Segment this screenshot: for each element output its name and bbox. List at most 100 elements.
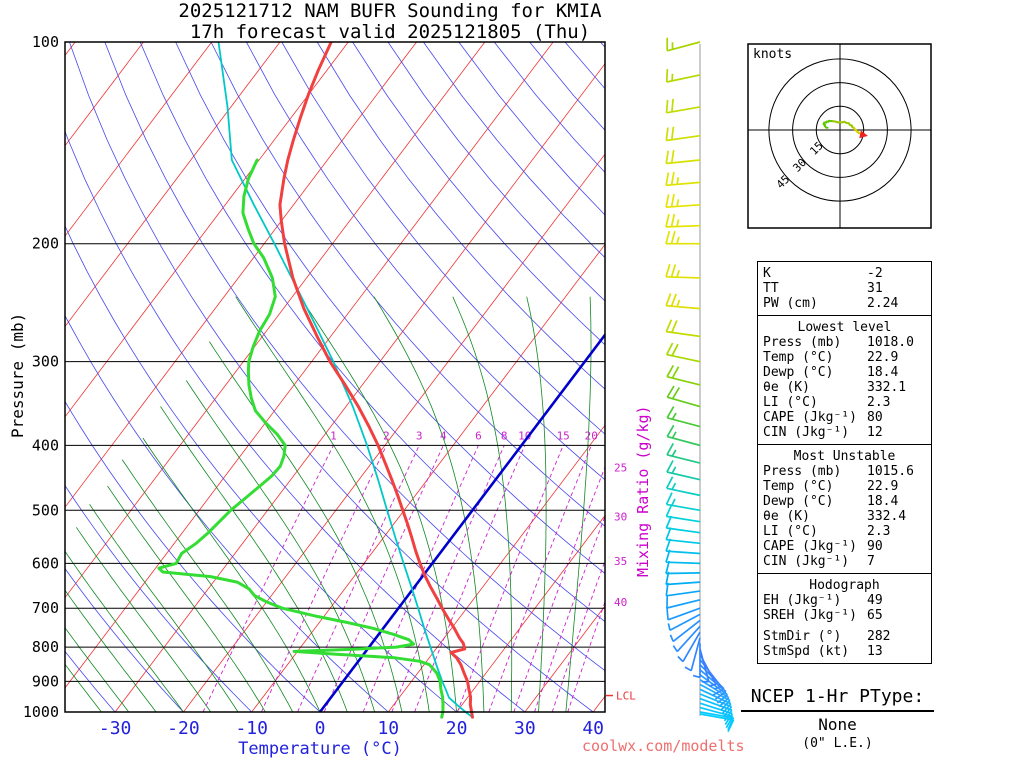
stat-value: 2.3 <box>867 524 891 539</box>
svg-text:8: 8 <box>501 429 508 442</box>
stat-label: StmDir (°) <box>763 629 842 644</box>
stat-row: TT 31 <box>763 281 926 296</box>
stat-row: LI (°C) 2.3 <box>763 395 926 410</box>
pressure-tick-label: 200 <box>32 235 59 253</box>
stat-row: Press (mb) 1015.6 <box>763 464 926 479</box>
stat-row: CIN (Jkg⁻¹) 7 <box>763 554 926 569</box>
svg-text:40: 40 <box>614 596 627 609</box>
stat-label: θe (K) <box>763 509 810 524</box>
stat-label: CIN (Jkg⁻¹) <box>763 554 850 569</box>
stat-row: SREH (Jkg⁻¹) 65 <box>763 608 926 623</box>
stat-row: PW (cm) 2.24 <box>763 296 926 311</box>
stat-value: 90 <box>867 539 883 554</box>
stat-row: StmDir (°) 282 <box>763 629 926 644</box>
dewpoint-curve <box>157 158 445 719</box>
stat-label: StmSpd (kt) <box>763 644 850 659</box>
stat-label: TT <box>763 281 779 296</box>
stats-panel: K -2 TT 31 PW (cm) 2.24 Lowest level Press (m… <box>757 261 932 664</box>
temperature-tick-label: -10 <box>235 718 268 739</box>
hodograph-ring <box>792 82 888 178</box>
hodograph-units-label: knots <box>753 47 792 62</box>
stat-label: EH (Jkg⁻¹) <box>763 593 842 608</box>
stat-label: Press (mb) <box>763 335 842 350</box>
stat-value: 49 <box>867 593 883 608</box>
stat-value: 7 <box>867 554 875 569</box>
stat-row: CAPE (Jkg⁻¹) 90 <box>763 539 926 554</box>
svg-text:4: 4 <box>440 429 447 442</box>
most-unstable-block: Most Unstable Press (mb) 1015.6 Temp (°C) 2… <box>758 444 931 573</box>
stat-value: 332.1 <box>867 380 907 395</box>
stat-value: 65 <box>867 608 883 623</box>
stat-label: CAPE (Jkg⁻¹) <box>763 539 857 554</box>
stat-row: Temp (°C) 22.9 <box>763 350 926 365</box>
stat-value: 2.24 <box>867 296 899 311</box>
most-unstable-header: Most Unstable <box>793 449 896 464</box>
stat-label: Dewp (°C) <box>763 365 834 380</box>
watermark: coolwx.com/modelts <box>582 737 745 755</box>
stat-row: CIN (Jkg⁻¹) 12 <box>763 425 926 440</box>
pressure-tick-label: 1000 <box>23 703 59 721</box>
stat-value: 12 <box>867 425 883 440</box>
stat-value: 31 <box>867 281 883 296</box>
stat-row: CAPE (Jkg⁻¹) 80 <box>763 410 926 425</box>
mixing-ratio-lines <box>202 445 605 713</box>
temperature-curve <box>278 42 474 719</box>
svg-text:20: 20 <box>585 429 598 442</box>
stat-value: 332.4 <box>867 509 907 524</box>
plot-border <box>64 41 606 713</box>
stat-label: K <box>763 266 771 281</box>
svg-text:35: 35 <box>614 555 627 568</box>
pressure-tick-label: 300 <box>32 353 59 371</box>
stat-label: Temp (°C) <box>763 479 834 494</box>
svg-text:25: 25 <box>614 461 627 474</box>
ptype-panel: NCEP 1-Hr PType: None (0" L.E.) <box>741 686 934 751</box>
svg-text:15: 15 <box>557 429 570 442</box>
pressure-tick-label: 100 <box>32 33 59 51</box>
storm-motion-arrow <box>859 130 868 139</box>
temperature-ticks: -30 -20 -10 0 10 20 30 40 <box>99 718 604 739</box>
temperature-tick-label: 0 <box>315 718 326 739</box>
stat-value: -2 <box>867 266 883 281</box>
stat-row: Press (mb) 1018.0 <box>763 335 926 350</box>
ptype-detail: (0" L.E.) <box>802 736 873 751</box>
svg-text:30: 30 <box>614 510 627 523</box>
stat-value: 80 <box>867 410 883 425</box>
temperature-tick-label: -20 <box>167 718 200 739</box>
temperature-tick-label: 10 <box>377 718 399 739</box>
stat-value: 22.9 <box>867 350 899 365</box>
stat-row: Dewp (°C) 18.4 <box>763 365 926 380</box>
pressure-tick-label: 900 <box>32 672 59 690</box>
hodograph-ring <box>815 105 865 155</box>
pressure-tick-label: 400 <box>32 436 59 454</box>
freezing-line <box>318 332 605 713</box>
svg-text:1: 1 <box>330 429 337 442</box>
stat-row: K -2 <box>763 266 926 281</box>
parcel-curve <box>217 42 474 719</box>
temperature-tick-label: 40 <box>582 718 604 739</box>
stat-value: 1015.6 <box>867 464 914 479</box>
title-line1: 2025121712 NAM BUFR Sounding for KMIA <box>178 0 602 22</box>
pressure-tick-label: 700 <box>32 599 59 617</box>
stat-row: StmSpd (kt) 13 <box>763 644 926 659</box>
stat-row: θe (K) 332.1 <box>763 380 926 395</box>
svg-text:LCL: LCL <box>616 690 636 703</box>
stat-label: LI (°C) <box>763 524 818 539</box>
stat-value: 13 <box>867 644 883 659</box>
stat-label: CIN (Jkg⁻¹) <box>763 425 850 440</box>
hodograph-trace <box>857 131 862 135</box>
hodograph-stats-block: Hodograph EH (Jkg⁻¹) 49 SREH (Jkg⁻¹) 65 StmD… <box>758 573 931 663</box>
pressure-grid: 100 200 300 400 500 600 700 800 900 1000 <box>23 33 605 721</box>
svg-text:6: 6 <box>475 429 482 442</box>
wind-barbs <box>665 37 735 733</box>
pressure-tick-label: 600 <box>32 554 59 572</box>
stat-value: 18.4 <box>867 365 899 380</box>
stat-label: Temp (°C) <box>763 350 834 365</box>
stat-label: PW (cm) <box>763 296 818 311</box>
lcl-marker: LCL <box>606 690 636 703</box>
stat-label: Press (mb) <box>763 464 842 479</box>
hodograph-ring <box>768 58 912 202</box>
mixing-ratio-labels: 1 2 3 4 6 8 10 15 20 25 30 35 40 <box>330 429 627 609</box>
chart-title: 2025121712 NAM BUFR Sounding for KMIA 17… <box>40 1 740 43</box>
temperature-tick-label: 20 <box>446 718 468 739</box>
